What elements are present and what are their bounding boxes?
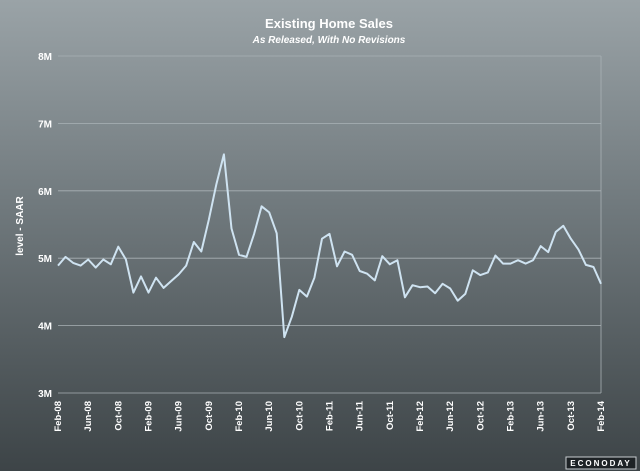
x-tick-label: Oct-13	[566, 401, 577, 431]
x-tick-label: Oct-12	[475, 401, 486, 431]
y-axis-label: level - SAAR	[15, 195, 26, 255]
x-tick-label: Jun-09	[174, 401, 185, 432]
x-tick-label: Oct-10	[294, 401, 305, 431]
brand-logo: ECONODAY	[570, 459, 632, 468]
y-tick-label: 8M	[38, 52, 52, 63]
grid	[58, 55, 602, 394]
x-tick-label: Feb-12	[415, 401, 426, 432]
x-axis-ticks: Feb-08 Jun-08 Oct-08 Feb-09 Jun-09 Oct-09 Feb-…	[53, 400, 607, 431]
x-tick-label: Oct-11	[385, 400, 396, 430]
y-tick-label: 6M	[38, 187, 52, 198]
chart-subtitle: As Released, With No Revisions	[252, 35, 406, 46]
x-tick-label: Jun-08	[83, 401, 94, 432]
y-tick-label: 7M	[38, 119, 52, 130]
y-axis-ticks: 3M 4M 5M 6M 7M 8M	[38, 52, 52, 400]
x-tick-label: Feb-09	[144, 401, 155, 432]
x-tick-label: Oct-09	[204, 401, 215, 431]
x-tick-label: Feb-08	[53, 401, 64, 432]
x-tick-label: Jun-11	[355, 400, 366, 431]
x-tick-label: Jun-10	[264, 401, 275, 432]
brand-badge: ECONODAY	[565, 456, 637, 470]
x-tick-label: Feb-11	[325, 400, 336, 431]
x-tick-label: Feb-13	[506, 401, 517, 432]
chart-title: Existing Home Sales	[265, 16, 393, 31]
series-layer	[57, 153, 602, 339]
x-tick-label: Oct-08	[113, 401, 124, 431]
x-tick-label: Jun-12	[445, 401, 456, 432]
x-tick-label: Feb-14	[596, 400, 607, 431]
y-tick-label: 5M	[38, 254, 52, 265]
y-tick-label: 3M	[38, 389, 52, 400]
series-line	[57, 153, 602, 339]
y-tick-label: 4M	[38, 322, 52, 333]
x-tick-label: Feb-10	[234, 401, 245, 432]
x-tick-label: Jun-13	[536, 401, 547, 432]
brand-box	[565, 456, 637, 470]
